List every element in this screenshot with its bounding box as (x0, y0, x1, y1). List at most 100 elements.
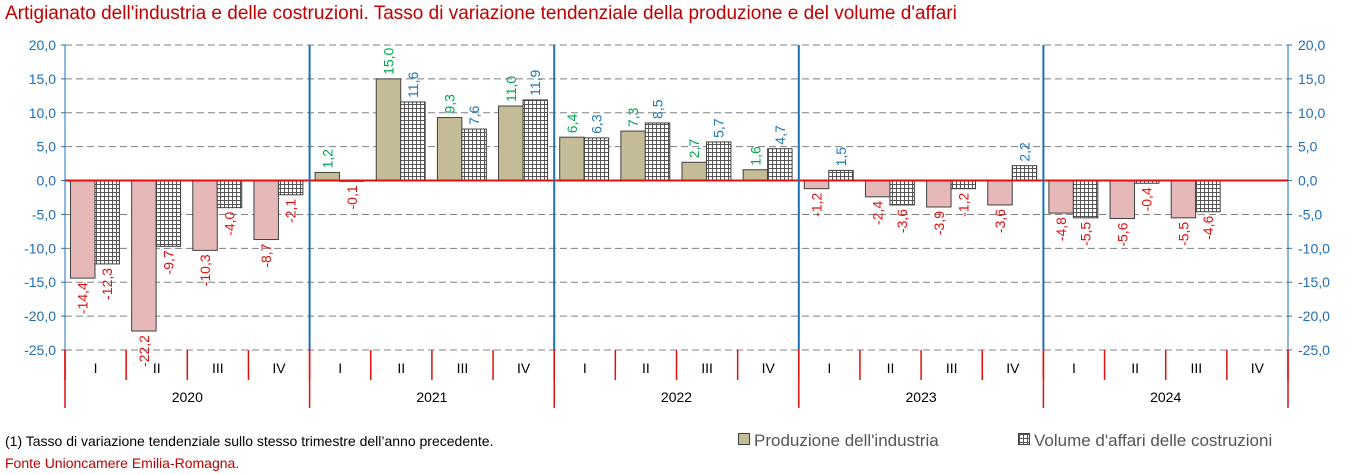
bar-volume (155, 180, 182, 247)
bar-production (559, 136, 585, 182)
source-note: Fonte Unioncamere Emilia-Romagna. (5, 455, 240, 471)
bar-production (620, 130, 646, 182)
bar-production (1048, 180, 1074, 214)
bar-production (987, 180, 1013, 206)
x-tick-label-year: 2024 (1150, 389, 1181, 405)
bar-volume (1072, 180, 1099, 219)
x-tick-label-quarter: II (153, 360, 161, 376)
legend-volume-swatch (1018, 433, 1030, 445)
axes: 20,0 20,0 15,0 15,0 10,0 10,0 5,0 5,0 0,0 0,0 -5,0… (24, 37, 1330, 408)
x-tick-label-quarter: IV (272, 360, 286, 376)
y-tick-label-right: 10,0 (1298, 105, 1325, 121)
bar-production (1170, 180, 1197, 219)
y-tick-label-right: 15,0 (1298, 71, 1325, 87)
bar-volume (767, 148, 793, 182)
x-tick-label-quarter: II (397, 360, 405, 376)
y-tick-label-left: -15,0 (24, 274, 56, 290)
y-tick-label-right: -20,0 (1298, 308, 1330, 324)
x-tick-label-quarter: III (701, 360, 713, 376)
y-tick-label-left: 15,0 (29, 71, 56, 87)
bar-volume (400, 101, 426, 182)
bar-production (926, 180, 952, 208)
bar-volume (277, 180, 304, 196)
data-label-volume: -9,7 (160, 250, 176, 274)
data-label-volume: -4,6 (1200, 216, 1216, 240)
footnote: (1) Tasso di variazione tendenziale sull… (5, 433, 494, 449)
chart-title: Artigianato dell'industria e delle costr… (5, 3, 957, 24)
y-tick-label-left: -20,0 (24, 308, 56, 324)
legend-volume: Volume d'affari delle costruzioni (1018, 431, 1272, 451)
gridlines (65, 44, 1288, 351)
bar-production (864, 180, 891, 198)
x-tick-label-quarter: III (1190, 360, 1202, 376)
x-tick-label-quarter: IV (762, 360, 776, 376)
data-label-volume: -2,1 (283, 199, 299, 223)
x-tick-label-quarter: I (94, 360, 98, 376)
bar-production (436, 117, 463, 182)
data-label-volume: -4,0 (221, 211, 237, 235)
data-label-volume: 8,5 (650, 99, 666, 119)
data-label-production: -3,6 (992, 209, 1008, 233)
data-label-volume: -1,2 (955, 192, 971, 216)
bar-production (742, 169, 769, 182)
data-label-production: -5,6 (1114, 222, 1130, 246)
data-label-volume: 6,3 (588, 114, 604, 134)
bar-volume (705, 141, 732, 182)
data-label-production: -1,2 (809, 192, 825, 216)
bar-volume (1011, 165, 1038, 182)
data-label-production: -3,9 (931, 211, 947, 235)
y-tick-label-left: 20,0 (29, 37, 56, 53)
x-tick-label-quarter: III (946, 360, 958, 376)
data-label-volume: 4,7 (772, 125, 788, 145)
bar-production (681, 161, 707, 182)
bar-production (1109, 180, 1136, 220)
bar-volume (216, 180, 243, 209)
y-tick-label-right: 0,0 (1298, 173, 1318, 189)
bars (70, 78, 1221, 332)
bar-volume (94, 180, 120, 265)
legend-production-label: Produzione dell'industria (754, 431, 939, 450)
y-tick-label-left: 5,0 (37, 139, 57, 155)
data-label-volume: 2,2 (1016, 142, 1032, 162)
x-tick-label-quarter: IV (1006, 360, 1020, 376)
y-tick-label-right: -5,0 (1298, 206, 1322, 222)
bar-production (498, 105, 524, 182)
bar-volume (1195, 180, 1221, 213)
bar-production (314, 171, 341, 182)
y-tick-label-left: 0,0 (37, 173, 57, 189)
data-label-production: 11,0 (503, 76, 519, 102)
bar-production (803, 180, 830, 190)
data-label-volume: 11,6 (405, 72, 421, 98)
y-tick-label-left: -5,0 (32, 206, 56, 222)
x-tick-label-quarter: III (212, 360, 224, 376)
x-tick-label-quarter: IV (1251, 360, 1265, 376)
data-label-production: 1,6 (747, 146, 763, 166)
data-label-production: 2,7 (686, 139, 702, 159)
bar-production (375, 78, 402, 182)
data-labels: -14,4 -12,3-22,2-9,7 -10,3-4,0-8,7-2,11,2-… (75, 47, 1216, 367)
bar-volume (583, 137, 610, 182)
data-label-volume: 11,9 (527, 69, 543, 95)
legend-production: Produzione dell'industria (738, 431, 939, 451)
legend-production-swatch (738, 433, 750, 445)
x-tick-label-year: 2022 (661, 389, 692, 405)
data-label-production: -4,8 (1053, 217, 1069, 241)
data-label-production: -14,4 (75, 282, 91, 314)
bar-production (192, 180, 218, 251)
y-tick-label-right: -10,0 (1298, 240, 1330, 256)
x-tick-label-quarter: I (827, 360, 831, 376)
x-tick-label-quarter: I (583, 360, 587, 376)
x-tick-label-quarter: III (457, 360, 469, 376)
bar-volume (644, 122, 671, 182)
data-label-production: 1,2 (319, 149, 335, 169)
x-tick-label-quarter: IV (517, 360, 531, 376)
data-label-volume: -0,4 (1139, 187, 1155, 211)
y-tick-label-right: 20,0 (1298, 37, 1325, 53)
y-tick-label-left: 10,0 (29, 105, 56, 121)
x-tick-label-quarter: II (887, 360, 895, 376)
data-label-volume: 7,6 (466, 105, 482, 125)
x-tick-label-year: 2020 (172, 389, 203, 405)
data-label-volume: -3,6 (894, 209, 910, 233)
bar-volume (950, 180, 977, 190)
